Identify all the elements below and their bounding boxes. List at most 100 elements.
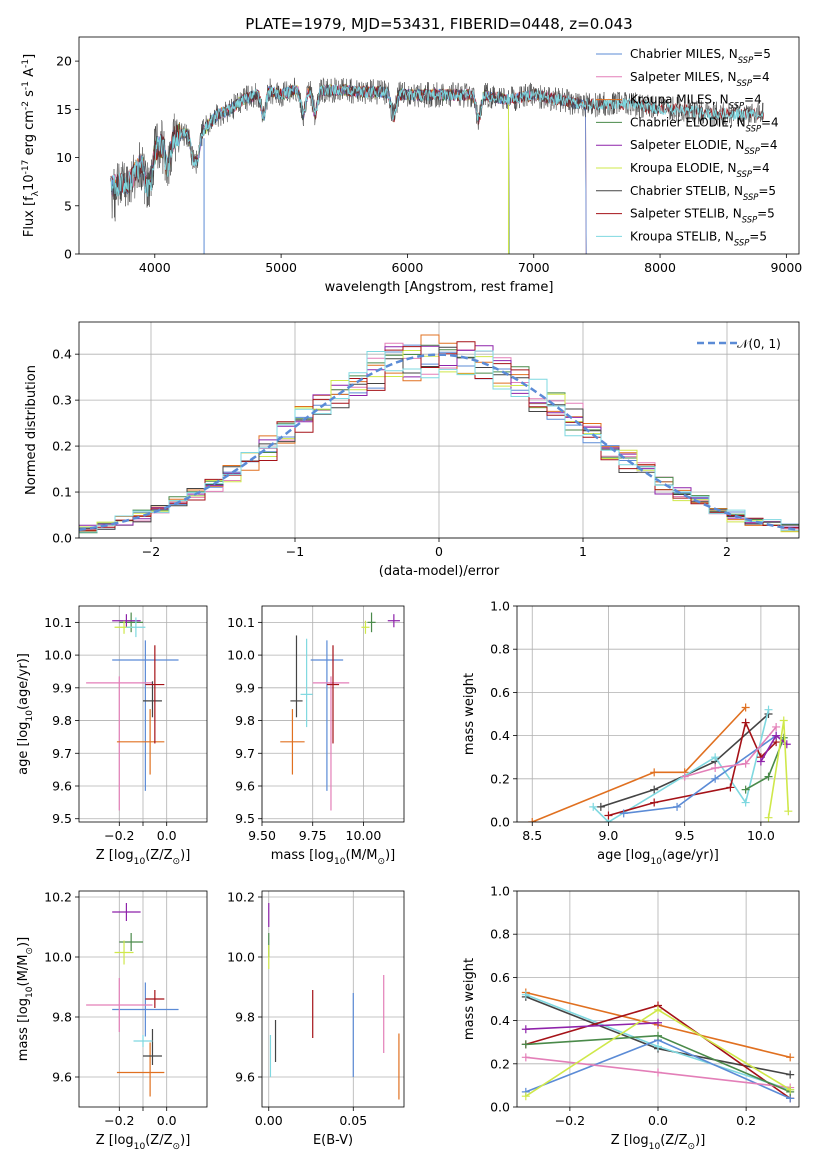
plot-area [280,612,400,811]
x-tick-label: 1 [579,544,587,559]
y-tick-label: 9.6 [235,1070,255,1085]
spectrum-line-kroupa-elodie [141,83,510,254]
age-weight-panel: 8.5 9.0 9.5 10.0 0.0 0.2 0.4 0.6 0.8 1.0 age [log1… [462,599,800,867]
weight-line-kroupa-miles [531,706,747,822]
weight-marker [764,705,773,714]
y-axis-label: mass [log10(M/M⊙)] [16,937,35,1061]
spectrum-line-chabrier-elodie [141,84,510,254]
y-tick-label: 0.4 [490,1013,510,1028]
y-tick-label: 1.0 [490,599,510,614]
plot-area [86,612,179,811]
y-tick-label: 10.2 [227,890,255,905]
weight-line-chabrier-miles [623,734,777,815]
plot-area [86,903,179,1097]
spectrum-line-kroupa-miles [110,84,587,254]
weight-marker [772,722,781,731]
y-tick-label: 0.0 [490,1100,510,1115]
weight-line-salpeter-miles [684,726,777,778]
errorbar-point [86,978,153,1032]
weight-line-kroupa-stelib [592,709,770,822]
weight-marker [741,718,750,727]
y-tick-label: 15 [56,102,72,117]
weight-marker [596,802,605,811]
y-tick-label: 10.2 [44,890,72,905]
x-tick-label: 6000 [392,260,424,275]
axes-frame [516,605,800,823]
errorbar-point [119,612,143,633]
errorbar-point [116,709,165,775]
weight-marker [784,807,793,816]
y-tick-label: 0.2 [490,771,510,786]
y-tick-label: 0.4 [490,728,510,743]
y-axis-label: Normed distribution [24,365,39,495]
normal-reference-curve [79,353,799,532]
errorbar-point [312,676,350,811]
z-mass-panel: −0.2 0.0 9.6 9.8 10.0 10.2 Z [log10(Z/Z⊙)] mass… [16,890,208,1152]
weight-line-salpeter-elodie [525,1022,659,1030]
y-tick-label: 10.1 [227,615,255,630]
y-tick-label: 10 [56,150,72,165]
y-tick-label: 0.2 [490,1056,510,1071]
x-axis-label: Z [log10(Z/Z⊙)] [611,1133,706,1152]
x-axis-label: mass [log10(M/M⊙)] [271,848,395,867]
y-tick-label: 0.8 [490,927,510,942]
x-axis-label: wavelength [Angstrom, rest frame] [325,280,554,295]
x-tick-label: 10.00 [346,828,382,843]
weight-marker [772,731,781,740]
legend-entry: Chabrier MILES, NSSP=5 [630,47,771,65]
y-tick-label: 9.9 [52,680,72,695]
y-tick-label: 10.0 [44,648,72,663]
y-tick-label: 0.6 [490,685,510,700]
legend-entry: Kroupa STELIB, NSSP=5 [630,229,767,247]
errorbar-point [112,640,179,791]
weight-marker [782,740,791,749]
weight-marker [741,703,750,712]
errorbar-point [143,1029,162,1065]
y-axis-label: age [log10(age/yr)] [16,653,35,775]
plot-area [528,703,793,822]
x-tick-label: 2 [723,544,731,559]
axes-frame [78,36,800,255]
x-tick-label: −0.2 [104,1113,134,1128]
x-tick-label: −0.2 [555,1113,585,1128]
y-tick-label: 0.0 [52,531,72,546]
y-tick-label: 9.6 [235,779,255,794]
weight-marker [521,1092,530,1101]
weight-marker [604,811,613,820]
errorbar-point [143,681,162,718]
y-tick-label: 0.2 [52,439,72,454]
spectrum-line-salpeter-elodie [141,84,510,254]
grid-lines [79,606,207,822]
spectrum-line-kroupa-stelib [110,84,764,197]
x-tick-label: 0.0 [157,1113,177,1128]
x-tick-label: 7000 [518,260,550,275]
axes-frame [261,890,405,1108]
y-tick-label: 10.0 [227,950,255,965]
errorbar-point [361,620,370,634]
y-tick-label: 0.1 [52,485,72,500]
ebv-mass-panel: 0.00 0.05 9.6 9.8 10.0 10.2 E(B-V) [227,890,405,1148]
plot-area [521,988,795,1103]
y-tick-label: 5 [64,198,72,213]
errorbar-point [326,645,340,744]
weight-marker [726,783,735,792]
weight-marker [764,772,773,781]
x-axis-label: age [log10(age/yr)] [597,848,719,867]
errorbar-point [112,903,141,921]
errorbar-point [126,617,146,638]
weight-marker [711,764,720,772]
y-tick-label: 0.0 [490,815,510,830]
weight-marker [764,813,773,822]
spectrum-line-salpeter-miles [110,83,587,254]
x-tick-label: −1 [286,544,304,559]
errorbar-point [387,614,400,628]
x-tick-label: 9.75 [299,828,327,843]
errorbar-point [290,635,303,718]
plot-area [268,903,400,1100]
grid-lines [262,891,404,1107]
errorbar-point [133,1035,153,1047]
y-tick-label: 0.3 [52,393,72,408]
x-tick-label: 9.5 [675,828,695,843]
weight-marker [528,818,537,822]
weight-marker [654,1018,662,1027]
